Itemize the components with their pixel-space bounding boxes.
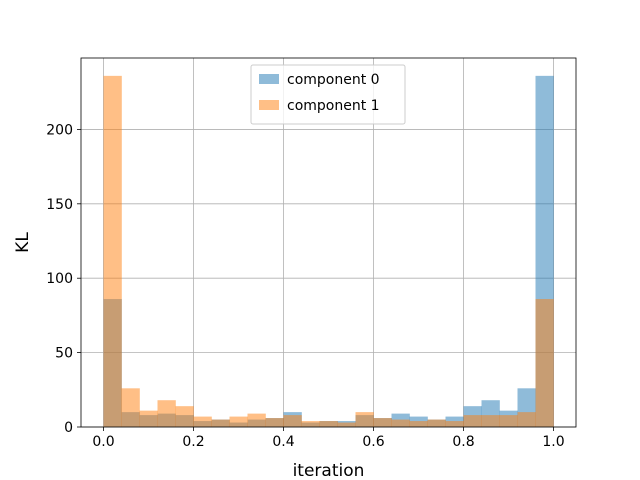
x-tick-label: 1.0 bbox=[542, 434, 564, 450]
x-tick-label: 0.2 bbox=[182, 434, 204, 450]
bar-series-1-bin-8 bbox=[247, 413, 266, 427]
legend-swatch bbox=[259, 74, 279, 84]
bar-series-1-bin-18 bbox=[427, 419, 446, 427]
y-tick-label: 0 bbox=[64, 420, 73, 436]
bars-layer bbox=[103, 75, 554, 428]
bar-series-1-bin-16 bbox=[391, 419, 410, 427]
bar-series-1-bin-2 bbox=[139, 410, 158, 427]
legend-label: component 1 bbox=[287, 98, 380, 114]
bar-series-1-bin-21 bbox=[481, 415, 500, 427]
bar-series-1-bin-3 bbox=[157, 400, 176, 427]
legend-box bbox=[250, 64, 406, 125]
x-tick-label: 0.4 bbox=[272, 434, 294, 450]
bar-series-1-bin-5 bbox=[193, 416, 212, 427]
bar-series-1-bin-20 bbox=[463, 415, 482, 427]
bar-series-1-bin-10 bbox=[283, 415, 302, 427]
legend: component 0 component 1 bbox=[250, 64, 406, 125]
bar-series-1-bin-11 bbox=[301, 421, 320, 427]
bar-series-1-bin-0 bbox=[103, 75, 122, 428]
x-tick-label: 0.6 bbox=[362, 434, 384, 450]
x-tick-label: 0.8 bbox=[452, 434, 474, 450]
bar-series-1-bin-17 bbox=[409, 421, 428, 427]
y-tick-label: 200 bbox=[46, 122, 73, 138]
bar-series-1-bin-23 bbox=[517, 412, 536, 427]
bar-series-1-bin-22 bbox=[499, 415, 518, 427]
bar-series-1-bin-9 bbox=[265, 418, 284, 427]
x-tick-label: 0.0 bbox=[92, 434, 114, 450]
legend-label: component 0 bbox=[287, 72, 380, 88]
x-axis-ticks: 0.0 0.2 0.4 0.6 0.8 1.0 bbox=[92, 427, 565, 450]
bar-series-1-bin-6 bbox=[211, 419, 230, 427]
bar-series-1-bin-15 bbox=[373, 418, 392, 427]
plot-frame bbox=[80, 57, 577, 428]
bar-series-1-bin-19 bbox=[445, 421, 464, 427]
bar-series-1-bin-12 bbox=[319, 421, 338, 427]
bar-series-1-bin-7 bbox=[229, 416, 248, 427]
legend-swatch bbox=[259, 100, 279, 110]
bar-series-1-bin-1 bbox=[121, 388, 140, 427]
bar-series-1-bin-13 bbox=[337, 422, 356, 427]
bar-series-1-bin-14 bbox=[355, 412, 374, 427]
y-axis-ticks: 0 50 100 150 200 bbox=[46, 122, 81, 436]
x-axis-label: iteration bbox=[293, 461, 365, 480]
y-axis-label: KL bbox=[13, 232, 33, 253]
y-tick-label: 50 bbox=[55, 346, 73, 362]
bar-series-1-bin-4 bbox=[175, 406, 194, 427]
y-tick-label: 100 bbox=[46, 271, 73, 287]
bar-series-1-bin-24 bbox=[535, 299, 554, 427]
y-tick-label: 150 bbox=[46, 197, 73, 213]
